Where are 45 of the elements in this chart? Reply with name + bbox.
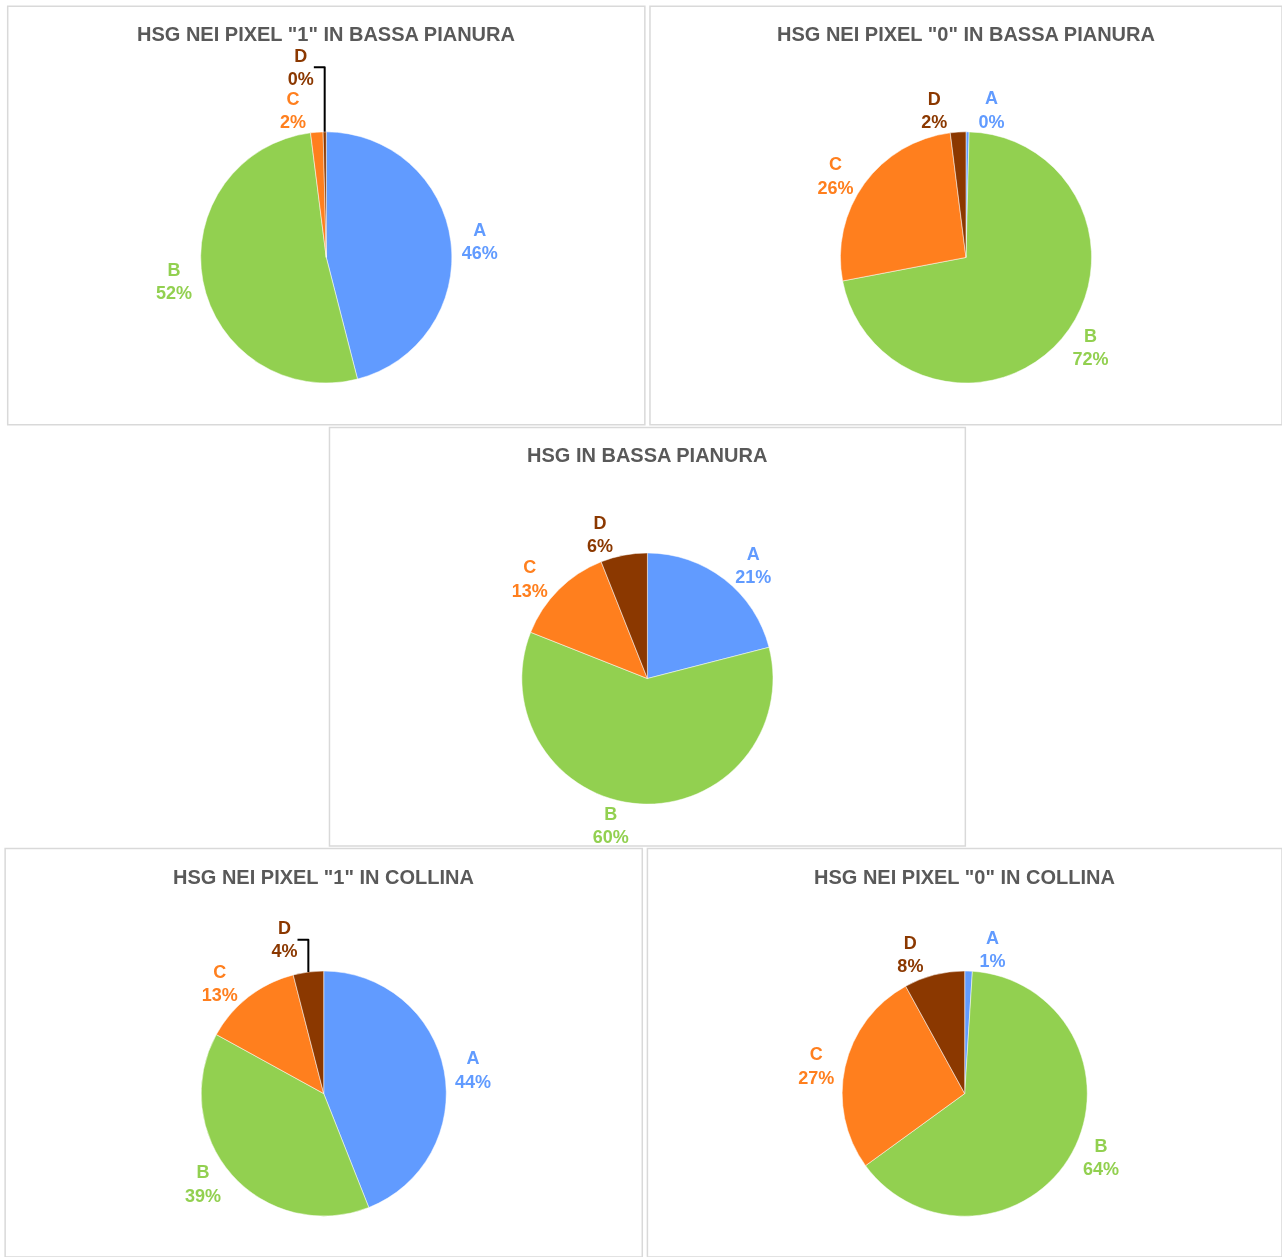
data-label: 0% [978,111,1005,132]
slice-label: C [809,1044,823,1065]
slice-label: D [927,88,941,109]
chart-title: HSG NEI PIXEL "0" IN BASSA PIANURA [777,23,1155,45]
slice-label: A [984,88,998,109]
slice-label: B [1094,1135,1108,1156]
slice-label: A [466,1048,480,1069]
data-label: 26% [817,177,854,198]
data-label: 72% [1072,349,1109,370]
data-label: 21% [735,567,772,588]
data-label: 46% [461,243,498,264]
data-label: 60% [592,827,629,848]
slice-label: A [985,927,999,948]
slice-label: D [593,512,607,533]
data-label: 64% [1082,1159,1119,1180]
slice-label: A [473,219,487,240]
slice-label: C [286,88,300,109]
data-label: 52% [156,283,193,304]
data-label: 27% [798,1067,835,1088]
slice-label: B [604,803,618,824]
slice-label: B [196,1162,210,1183]
data-label: 4% [271,941,298,962]
slice-label: D [294,45,308,66]
data-label: 39% [184,1185,221,1206]
chart-title: HSG IN BASSA PIANURA [527,444,768,466]
slice-label: D [277,918,291,939]
slice-label: C [523,557,537,578]
slice-label: D [903,932,917,953]
chart-title: HSG NEI PIXEL "1" IN COLLINA [173,866,474,888]
data-label: 2% [279,112,306,133]
slice-label: B [167,260,181,281]
data-label: 13% [201,984,238,1005]
chart-title: HSG NEI PIXEL "0" IN COLLINA [814,866,1115,888]
slice-label: C [829,154,843,175]
slice-label: C [213,961,227,982]
data-label: 6% [587,535,614,556]
data-label: 2% [921,112,948,133]
data-label: 13% [511,580,548,601]
chart-title: HSG NEI PIXEL "1" IN BASSA PIANURA [137,23,515,45]
data-label: 8% [897,956,924,977]
data-label: 1% [979,951,1006,972]
slice-label: A [746,544,760,565]
data-label: 44% [454,1071,491,1092]
slice-label: B [1084,326,1098,347]
data-label: 0% [287,68,314,89]
